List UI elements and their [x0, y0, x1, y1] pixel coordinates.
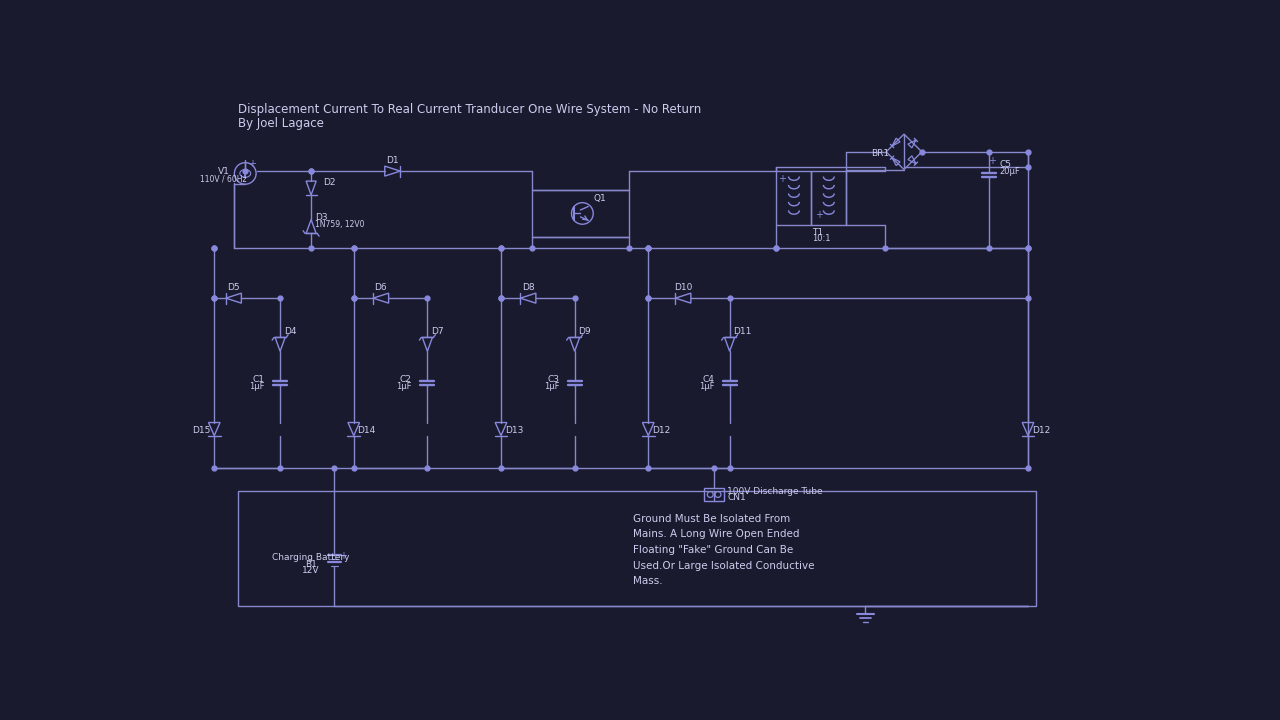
Text: Q1: Q1: [594, 194, 607, 202]
Text: C5: C5: [1000, 161, 1011, 169]
Text: 10:1: 10:1: [813, 234, 831, 243]
Text: T1: T1: [813, 228, 823, 237]
Text: D12: D12: [652, 426, 671, 435]
Text: D2: D2: [323, 178, 335, 187]
Text: D10: D10: [675, 283, 692, 292]
Text: B1: B1: [305, 560, 317, 569]
Text: CN1: CN1: [727, 493, 746, 503]
Text: +: +: [815, 210, 823, 220]
Text: D5: D5: [228, 283, 239, 292]
Text: D7: D7: [431, 327, 444, 336]
Bar: [776, 171, 812, 225]
Text: +: +: [339, 551, 347, 561]
Text: V1: V1: [218, 166, 229, 176]
Text: D4: D4: [284, 327, 297, 336]
Text: C4: C4: [703, 375, 714, 384]
Text: D8: D8: [522, 283, 535, 292]
Bar: [238, 490, 1036, 606]
Bar: [532, 190, 628, 237]
Text: BR1: BR1: [872, 149, 890, 158]
Bar: [812, 171, 846, 225]
Text: C1: C1: [252, 375, 265, 384]
Text: 110V / 60Hz: 110V / 60Hz: [200, 174, 247, 184]
Text: D9: D9: [579, 327, 591, 336]
Text: D12: D12: [1032, 426, 1050, 435]
Text: D6: D6: [375, 283, 387, 292]
Text: 1μF: 1μF: [699, 382, 714, 391]
Text: +: +: [777, 174, 786, 184]
Text: Ground Must Be Isolated From
Mains. A Long Wire Open Ended
Floating "Fake" Groun: Ground Must Be Isolated From Mains. A Lo…: [632, 514, 814, 586]
Text: D3: D3: [315, 213, 328, 222]
Text: 20μF: 20μF: [1000, 166, 1020, 176]
Text: 1μF: 1μF: [544, 382, 559, 391]
Bar: [704, 487, 724, 501]
Text: Charging Battery: Charging Battery: [273, 553, 349, 562]
Text: D1: D1: [387, 156, 399, 165]
Text: 12V: 12V: [302, 566, 320, 575]
Text: Displacement Current To Real Current Tranducer One Wire System - No Return: Displacement Current To Real Current Tra…: [238, 103, 700, 116]
Text: D14: D14: [357, 426, 376, 435]
Text: 1μF: 1μF: [250, 382, 265, 391]
Text: By Joel Lagace: By Joel Lagace: [238, 117, 324, 130]
Text: C2: C2: [399, 375, 412, 384]
Text: +: +: [248, 159, 256, 169]
Text: 1N759, 12V0: 1N759, 12V0: [315, 220, 365, 230]
Text: 1μF: 1μF: [397, 382, 412, 391]
Text: 100V Discharge Tube: 100V Discharge Tube: [727, 487, 823, 496]
Text: C3: C3: [547, 375, 559, 384]
Text: +: +: [988, 156, 996, 166]
Text: D15: D15: [192, 426, 210, 435]
Text: D13: D13: [504, 426, 524, 435]
Text: D11: D11: [733, 327, 751, 336]
